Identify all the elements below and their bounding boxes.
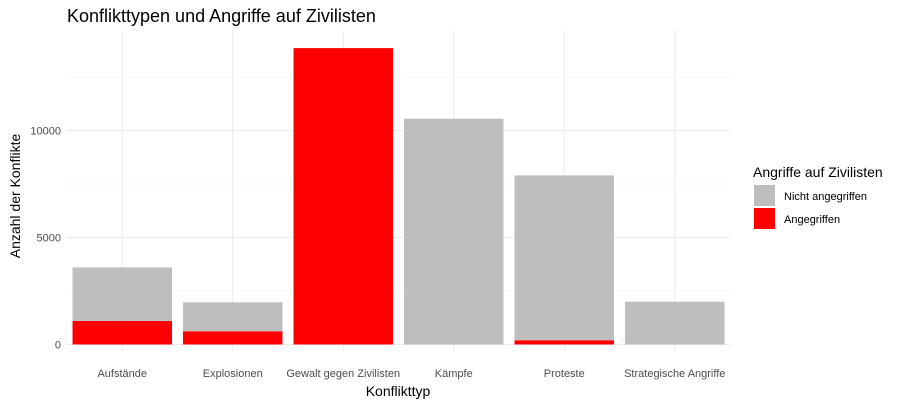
bar-angegriffen: [514, 340, 614, 345]
x-tick-label: Kämpfe: [435, 368, 473, 380]
bar-nicht-angegriffen: [72, 267, 172, 321]
bar-angegriffen: [72, 320, 172, 345]
bar-angegriffen: [293, 48, 393, 345]
x-tick-label: Gewalt gegen Zivilisten: [286, 368, 400, 380]
x-tick-label: Explosionen: [203, 368, 263, 380]
bar-nicht-angegriffen: [183, 302, 283, 332]
chart-title: Konflikttypen und Angriffe auf Ziviliste…: [67, 6, 376, 26]
y-tick-label: 5000: [37, 233, 61, 245]
grid: [67, 30, 730, 352]
x-tick-label: Proteste: [544, 368, 585, 380]
bar-angegriffen: [183, 331, 283, 345]
legend-title: Angriffe auf Zivilisten: [753, 164, 883, 180]
y-tick-label: 0: [55, 340, 61, 352]
bar-nicht-angegriffen: [625, 301, 725, 345]
y-tick-label: 10000: [30, 126, 61, 138]
x-axis: Aufstände Explosionen Gewalt gegen Zivilis…: [97, 368, 725, 380]
y-axis: 0 5000 10000: [30, 126, 61, 352]
y-axis-title: Anzahl der Konflikte: [7, 134, 23, 259]
legend: Angriffe auf Zivilisten Nicht angegriffe…: [753, 164, 883, 229]
legend-label: Nicht angegriffen: [784, 191, 867, 203]
bar-nicht-angegriffen: [514, 175, 614, 341]
x-tick-label: Aufstände: [97, 368, 147, 380]
legend-swatch: [754, 185, 775, 206]
legend-swatch: [754, 208, 775, 229]
bars: [72, 48, 725, 345]
x-tick-label: Strategische Angriffe: [624, 368, 725, 380]
legend-label: Angegriffen: [784, 214, 840, 226]
x-axis-title: Konflikttyp: [366, 383, 431, 399]
bar-nicht-angegriffen: [404, 118, 504, 345]
